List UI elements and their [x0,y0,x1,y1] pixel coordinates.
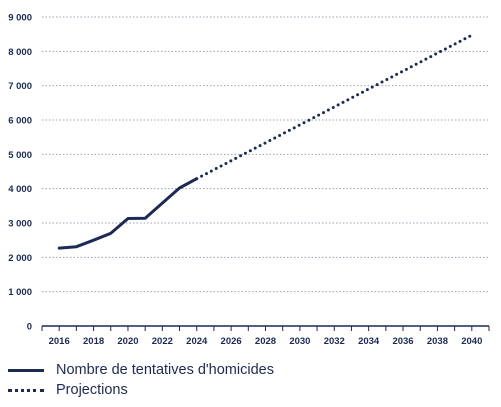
y-tick-label: 9 000 [8,13,32,24]
x-tick-label: 2028 [255,336,276,347]
x-tick-label: 2026 [221,336,242,347]
legend-item-projection: Projections [8,380,274,400]
x-tick-label: 2020 [117,336,138,347]
x-tick-label: 2030 [289,336,310,347]
y-tick-label: 3 000 [8,219,32,230]
x-tick-label: 2022 [152,336,173,347]
legend-label-actual: Nombre de tentatives d'homicides [56,362,274,378]
x-tick-label: 2034 [358,336,380,347]
y-tick-label: 8 000 [8,47,32,58]
x-tick-label: 2036 [392,336,413,347]
x-tick-label: 2040 [461,336,482,347]
y-tick-label: 6 000 [8,116,32,127]
x-tick-label: 2016 [49,336,70,347]
legend-swatch-dotted [8,388,44,392]
grid-lines [42,16,489,293]
y-tick-label: 4 000 [8,184,32,195]
actual-line [57,177,199,250]
y-tick-label: 2 000 [8,253,32,264]
x-tick-label: 2038 [427,336,448,347]
x-tick-label: 2032 [324,336,345,347]
y-tick-label: 7 000 [8,81,32,92]
y-tick-label: 5 000 [8,150,32,161]
x-tick-label: 2024 [186,336,208,347]
projection-line [195,33,474,181]
y-axis-ticks: 0 1 000 2 000 3 000 4 000 5 000 6 000 7 000 8 00… [8,13,32,333]
legend-item-actual: Nombre de tentatives d'homicides [8,360,274,380]
legend-label-projection: Projections [56,382,128,398]
y-tick-label: 1 000 [8,287,32,298]
legend: Nombre de tentatives d'homicides Project… [8,360,274,400]
x-tick-label: 2018 [83,336,104,347]
legend-swatch-solid [8,368,44,372]
y-tick-label: 0 [27,322,32,333]
series-lines [57,33,474,250]
x-axis: 2016 2018 2020 2022 2024 2026 2028 2030 2032 2034… [41,325,490,347]
line-chart: 0 1 000 2 000 3 000 4 000 5 000 6 000 7 000 8 00… [8,13,490,347]
